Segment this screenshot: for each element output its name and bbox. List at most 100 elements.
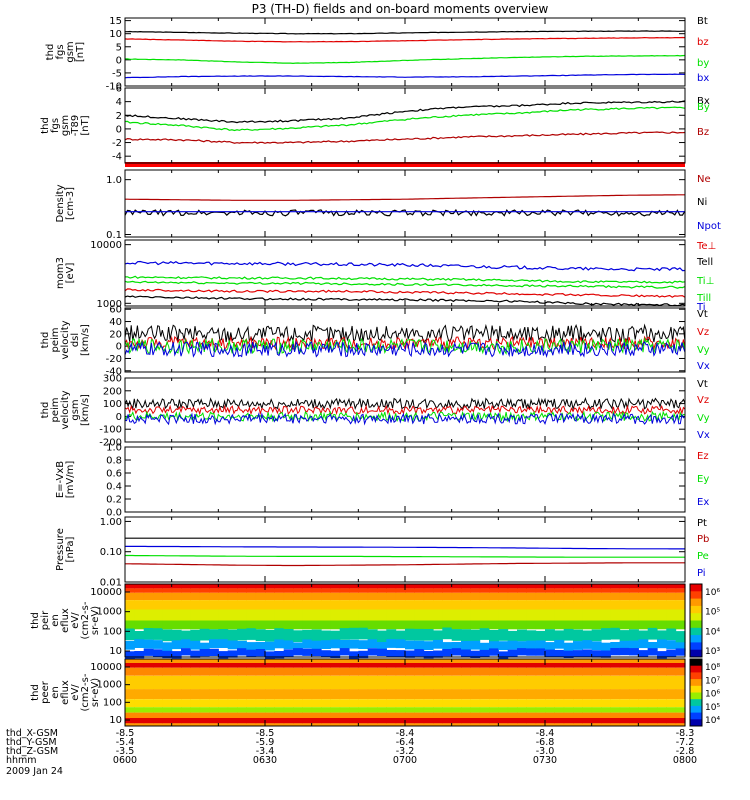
- spectrogram-cell: [377, 663, 387, 668]
- spectrogram-cell: [199, 609, 210, 621]
- spectrogram-cell: [554, 659, 565, 663]
- spectrogram-cell: [563, 675, 574, 690]
- y-tick-label: 10000: [90, 587, 122, 598]
- spectrogram-cell: [349, 689, 359, 700]
- spectrogram-cell: [666, 723, 677, 726]
- spectrogram-cell: [190, 718, 201, 724]
- spectrogram-cell: [647, 707, 658, 713]
- spectrogram-cell: [367, 600, 378, 610]
- spectrogram-cell: [143, 584, 154, 589]
- legend-label: Te⊥: [696, 241, 716, 252]
- spectrogram-cell: [442, 642, 453, 651]
- spectrogram-cell: [675, 667, 686, 676]
- spectrogram-cell: [517, 584, 527, 589]
- spectrogram-cell: [255, 641, 266, 651]
- spectrogram-cell: [227, 600, 238, 610]
- spectrogram-cell: [227, 667, 238, 676]
- spectrogram-cell: [199, 659, 210, 663]
- spectrogram-cell: [573, 675, 583, 690]
- spectrogram-cell: [545, 620, 555, 630]
- spectrogram-cell: [218, 667, 229, 676]
- spectrogram-cell: [601, 699, 611, 708]
- spectrogram-cell: [414, 659, 425, 663]
- spectrogram-cell: [181, 630, 191, 643]
- spectrogram-cell: [591, 592, 602, 601]
- spectrogram-cell: [311, 667, 322, 676]
- spectrogram-cell: [423, 620, 434, 630]
- spectrogram-cell: [526, 659, 537, 663]
- spectrogram-cell: [283, 663, 294, 668]
- spectrogram-cell: [554, 588, 565, 593]
- spectrogram-cell: [647, 699, 658, 708]
- spectrogram-cell: [218, 663, 229, 668]
- spectrogram-cell: [349, 609, 359, 621]
- spectrogram-cell: [610, 600, 621, 610]
- spectrogram-cell: [619, 600, 630, 610]
- spectrogram-cell: [274, 584, 285, 589]
- spectrogram-cell: [339, 620, 350, 630]
- spectrogram-cell: [610, 642, 621, 651]
- spectrogram-cell: [601, 620, 611, 630]
- spectrogram-cell: [461, 609, 471, 621]
- spectrogram-cell: [162, 718, 173, 724]
- spectrogram-cell: [582, 592, 593, 601]
- spectrogram-cell: [283, 629, 294, 641]
- spectrogram-cell: [498, 689, 509, 700]
- spectrogram-cell: [666, 699, 677, 708]
- y-tick-label: 0: [116, 412, 122, 423]
- spectrogram-cell: [442, 592, 453, 601]
- orbit-row-value: -5.4: [116, 737, 135, 748]
- spectrogram-cell: [134, 707, 145, 713]
- spectrogram-cell: [395, 663, 406, 668]
- spectrogram-cell: [470, 723, 481, 726]
- spectrogram-cell: [134, 659, 145, 663]
- spectrogram-cell: [507, 609, 518, 621]
- spectrogram-cell: [470, 663, 481, 668]
- spectrogram-cell: [526, 712, 537, 718]
- spectrogram-cell: [619, 588, 630, 593]
- spectrogram-cell: [199, 642, 210, 652]
- panel-8: 1.00 0.10 0.01 Pt Pb Pe Pi Pressure [nPa]: [55, 516, 709, 589]
- spectrogram-cell: [339, 699, 350, 708]
- spectrogram-cell: [442, 699, 453, 708]
- spectrogram-cell: [675, 600, 686, 610]
- spectrogram-cell: [190, 675, 201, 690]
- spectrogram-cell: [461, 689, 471, 700]
- spectrogram-cell: [433, 707, 443, 713]
- spectrogram-cell: [293, 707, 303, 713]
- spectrogram-cell: [181, 675, 191, 690]
- spectrogram-cell: [535, 699, 546, 708]
- spectrogram-cell: [246, 675, 257, 690]
- spectrogram-cell: [349, 675, 359, 690]
- spectrogram-cell: [395, 630, 406, 643]
- spectrogram-cell: [526, 600, 537, 610]
- spectrogram-cell: [582, 718, 593, 724]
- spectrogram-cell: [218, 588, 229, 593]
- y-tick-label: 10: [109, 646, 122, 657]
- spectrogram-cell: [283, 649, 294, 657]
- spectrogram-cell: [227, 707, 238, 713]
- colorbar-segment: [690, 598, 702, 607]
- spectrogram-cell: [321, 650, 331, 658]
- spectrogram-cell: [367, 620, 378, 630]
- spectrogram-cell: [433, 630, 443, 643]
- spectrogram-cell: [162, 707, 173, 713]
- spectrogram-cell: [386, 609, 397, 621]
- spectrogram-cell: [433, 712, 443, 718]
- spectrogram-cell: [423, 718, 434, 724]
- spectrogram-cell: [638, 592, 649, 601]
- spectrogram-cell: [181, 592, 191, 601]
- spectrogram-cell: [563, 584, 574, 589]
- spectrogram-cell: [591, 667, 602, 676]
- spectrogram-cell: [395, 600, 406, 610]
- spectrogram-cell: [181, 609, 191, 621]
- spectrogram-cell: [227, 663, 238, 668]
- spectrogram-cell: [265, 667, 275, 676]
- spectrogram-cell: [423, 651, 434, 659]
- spectrogram-cell: [209, 712, 219, 718]
- spectrogram-cell: [414, 649, 425, 657]
- spectrogram-cell: [489, 699, 499, 708]
- y-axis-label: [nT]: [80, 115, 91, 135]
- spectrogram-cell: [638, 675, 649, 690]
